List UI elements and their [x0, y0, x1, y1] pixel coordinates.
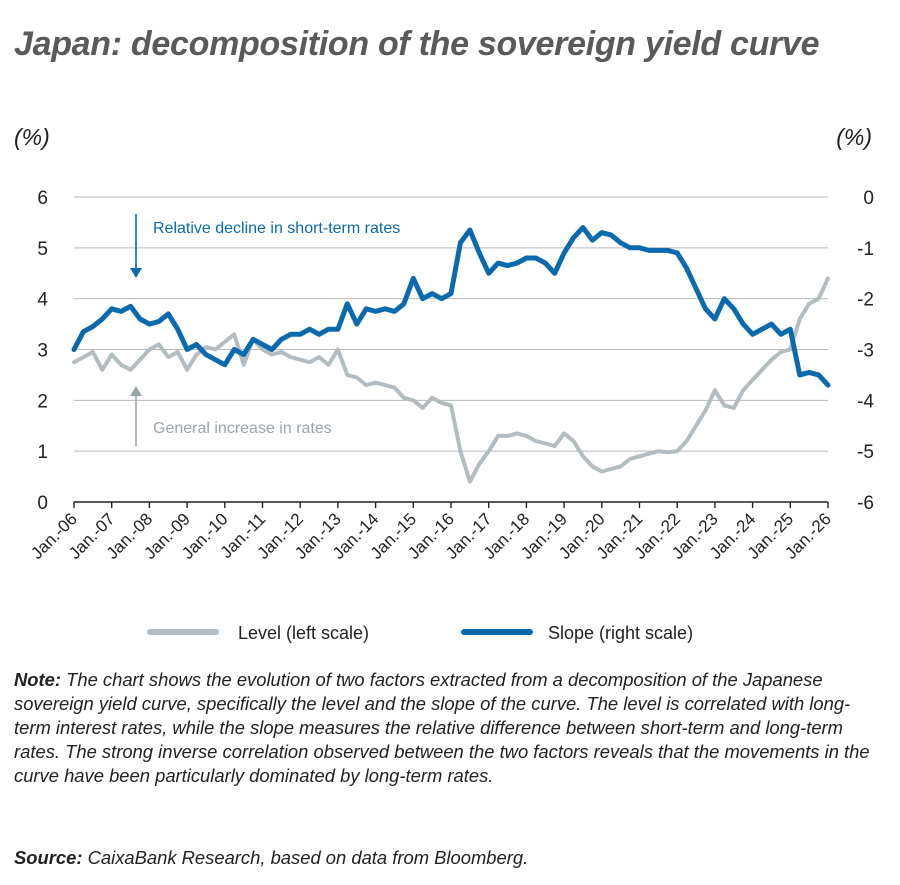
left-tick-label: 0 — [37, 493, 48, 514]
note-text: The chart shows the evolution of two fac… — [14, 669, 870, 786]
right-tick-label: -6 — [857, 493, 874, 514]
legend-slope-label: Slope (right scale) — [548, 623, 693, 643]
left-tick-label: 3 — [37, 341, 48, 362]
left-tick-label: 1 — [37, 442, 48, 463]
legend: Level (left scale) Slope (right scale) — [147, 623, 693, 643]
right-tick-label: -2 — [857, 290, 874, 311]
annotation-arrowhead-up — [130, 386, 142, 396]
chart-source: Source: CaixaBank Research, based on dat… — [14, 846, 874, 870]
level-line — [72, 276, 830, 484]
annotation-arrowhead-down — [130, 268, 142, 278]
series-lines — [71, 225, 831, 484]
left-tick-label: 5 — [37, 239, 48, 260]
left-tick-label: 6 — [37, 188, 48, 209]
right-axis-unit: (%) — [836, 124, 872, 150]
right-tick-label: -3 — [857, 341, 874, 362]
left-axis-unit: (%) — [14, 124, 50, 150]
axes: 0123456-6-5-4-3-2-10Jan.-06Jan.-07Jan.-0… — [27, 188, 874, 563]
annotation-bottom: General increase in rates — [153, 420, 332, 437]
source-text: CaixaBank Research, based on data from B… — [82, 847, 529, 868]
legend-level-label: Level (left scale) — [238, 623, 369, 643]
note-label: Note: — [14, 669, 61, 690]
chart-title: Japan: decomposition of the sovereign yi… — [14, 25, 820, 63]
left-tick-label: 4 — [37, 290, 48, 311]
annotation-top: Relative decline in short-term rates — [153, 220, 400, 237]
left-tick-label: 2 — [37, 391, 48, 412]
right-tick-label: -5 — [857, 442, 874, 463]
yield-curve-chart: 0123456-6-5-4-3-2-10Jan.-06Jan.-07Jan.-0… — [27, 188, 874, 643]
right-tick-label: 0 — [863, 188, 874, 209]
source-label: Source: — [14, 847, 83, 868]
slope-line — [71, 225, 831, 388]
chart-note: Note: The chart shows the evolution of t… — [14, 668, 874, 788]
right-tick-label: -1 — [857, 239, 874, 260]
right-tick-label: -4 — [857, 391, 874, 412]
annotations: Relative decline in short-term rates Gene… — [130, 214, 400, 446]
